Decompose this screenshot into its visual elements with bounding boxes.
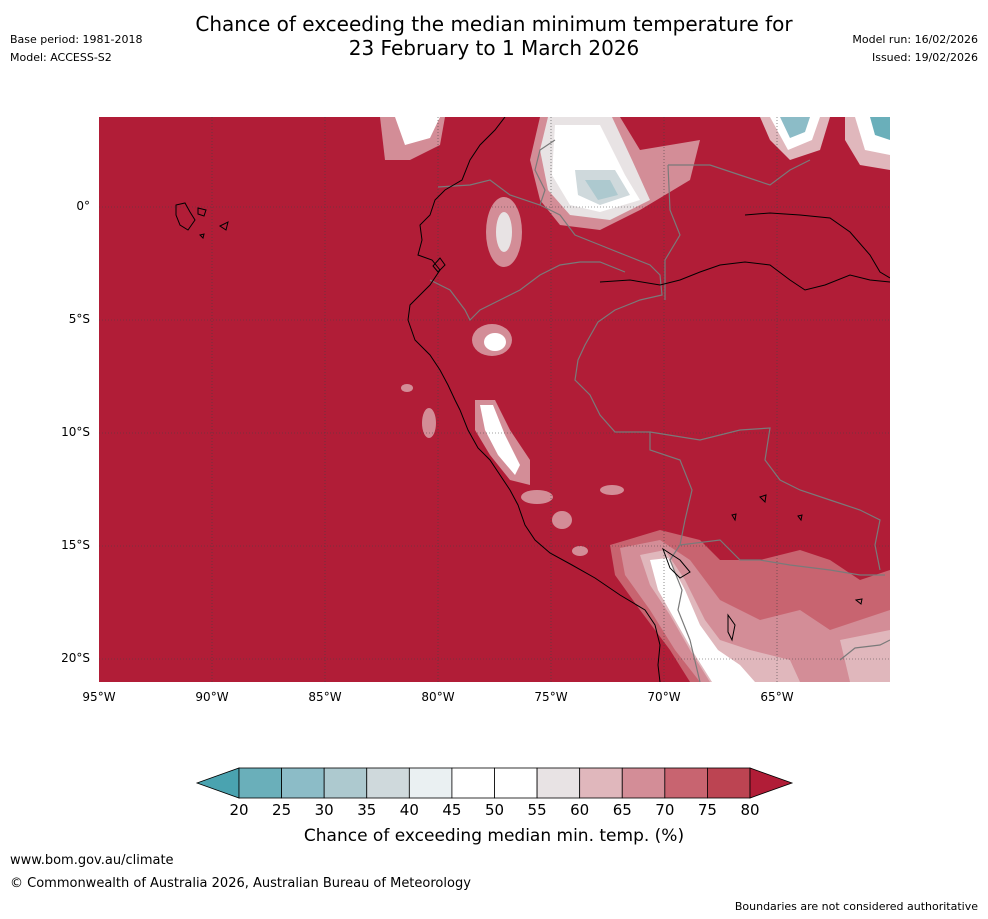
lat-label-10s: 10°S xyxy=(61,425,90,439)
colorbar-tick-label: 60 xyxy=(570,801,590,819)
lon-label-65w: 65°W xyxy=(760,690,794,704)
colorbar-segment xyxy=(408,767,453,799)
copyright-text: © Commonwealth of Australia 2026, Austra… xyxy=(10,876,471,891)
colorbar-segment xyxy=(621,767,666,799)
colorbar-segments xyxy=(195,767,794,799)
colorbar-tick-label: 30 xyxy=(314,801,334,819)
colorbar-title: Chance of exceeding median min. temp. (%… xyxy=(303,826,685,846)
colorbar-tick-label: 65 xyxy=(612,801,632,819)
forecast-map xyxy=(99,117,890,682)
base-period-text: Base period: 1981-2018 xyxy=(10,33,143,46)
meta-right: Model run: 16/02/2026 Issued: 19/02/2026 xyxy=(852,31,978,67)
colorbar-extend-low xyxy=(195,767,240,799)
lon-label-80w: 80°W xyxy=(421,690,455,704)
colorbar-extend-high xyxy=(749,767,794,799)
lat-label-5s: 5°S xyxy=(68,312,90,326)
colorbar-segment xyxy=(707,767,751,799)
lat-label-15s: 15°S xyxy=(61,538,90,552)
boundaries-note: Boundaries are not considered authoritat… xyxy=(734,900,978,913)
colorbar-tick-label: 35 xyxy=(357,801,377,819)
colorbar-tick-label: 55 xyxy=(527,801,547,819)
title-line-1: Chance of exceeding the median minimum t… xyxy=(195,12,793,36)
title-line-2: 23 February to 1 March 2026 xyxy=(348,36,640,60)
lon-label-70w: 70°W xyxy=(647,690,681,704)
colorbar-segment xyxy=(494,767,538,799)
lat-label-0: 0° xyxy=(76,199,90,213)
lon-label-90w: 90°W xyxy=(195,690,229,704)
colorbar-tick-label: 20 xyxy=(229,801,249,819)
colorbar-segment xyxy=(323,767,368,799)
lat-label-20s: 20°S xyxy=(61,651,90,665)
lon-label-95w: 95°W xyxy=(82,690,116,704)
colorbar-tick-label: 45 xyxy=(442,801,462,819)
colorbar-tick-label: 25 xyxy=(272,801,292,819)
colorbar-tick-label: 80 xyxy=(740,801,760,819)
lon-label-85w: 85°W xyxy=(308,690,342,704)
colorbar-tick-label: 75 xyxy=(697,801,717,819)
colorbar-segment xyxy=(451,767,495,799)
probability-contours xyxy=(380,117,890,682)
gridlines xyxy=(99,117,890,682)
colorbar-segment xyxy=(238,767,282,799)
model-text: Model: ACCESS-S2 xyxy=(10,51,112,64)
colorbar-segment xyxy=(579,767,623,799)
chart-title: Chance of exceeding the median minimum t… xyxy=(0,12,988,60)
country-boundaries xyxy=(429,139,890,682)
colorbar-segment xyxy=(536,767,581,799)
lon-label-75w: 75°W xyxy=(534,690,568,704)
colorbar-tick-label: 40 xyxy=(399,801,419,819)
colorbar-segment xyxy=(664,767,708,799)
colorbar-segment xyxy=(366,767,410,799)
colorbar-tick-label: 70 xyxy=(655,801,675,819)
bom-url[interactable]: www.bom.gov.au/climate xyxy=(10,853,174,868)
colorbar-tick-label: 50 xyxy=(484,801,505,819)
coastline xyxy=(175,117,890,682)
issued-text: Issued: 19/02/2026 xyxy=(871,51,978,64)
colorbar-segment xyxy=(281,767,325,799)
model-run-text: Model run: 16/02/2026 xyxy=(852,33,978,46)
meta-left: Base period: 1981-2018 Model: ACCESS-S2 xyxy=(10,31,142,67)
